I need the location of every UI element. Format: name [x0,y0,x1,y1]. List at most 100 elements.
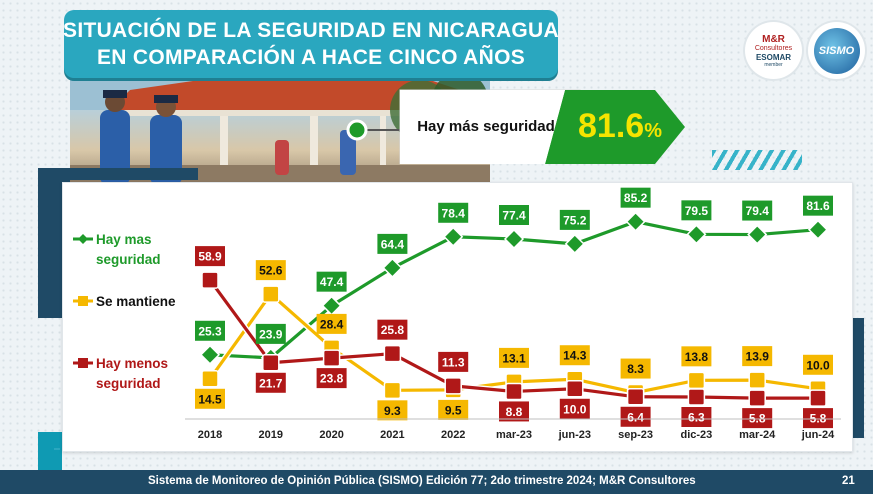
data-label: 14.5 [198,392,222,406]
data-label-box [255,260,286,281]
data-point [505,382,523,401]
x-axis: 2018 2019 2020 2021 2022 mar-23 jun-23 sep-23 di… [185,418,841,441]
data-label-box [195,320,225,341]
data-point [748,389,766,407]
data-point [262,354,280,372]
data-label: 47.4 [320,275,344,289]
data-label: 9.5 [445,403,462,417]
data-label: 13.8 [685,350,709,364]
data-point [444,377,462,395]
data-label: 21.7 [259,376,283,390]
data-labels: 25.3 23.9 47.4 64.4 78.4 77.4 75.2 85.2 79.5 79.4… [195,187,833,429]
data-label-box [620,406,651,427]
data-point [566,380,584,398]
data-label-box [377,233,408,254]
sismo-globe-icon: SISMO [813,27,860,74]
x-tick-label: 2021 [380,429,404,441]
chart-panel: Hay mas seguridad Se mantiene Hay menos segu… [62,182,853,452]
data-label-box [803,195,833,216]
legend-label: Hay mas [96,232,152,247]
legend-label: Se mantiene [96,294,176,309]
chart-legend: Hay mas seguridad Se mantiene Hay menos segu… [73,232,176,391]
data-point [686,224,707,245]
page-title-line1: SITUACIÓN DE LA SEGURIDAD EN NICARAGUA [63,19,559,42]
data-point [687,371,706,390]
data-point [747,224,768,245]
data-point [201,370,219,388]
legend-marker [78,234,88,244]
data-label: 8.8 [506,405,523,419]
data-point [626,388,645,406]
data-point [383,381,402,400]
data-label-box [377,319,408,340]
data-point [443,226,464,247]
data-point [199,344,221,365]
data-label: 58.9 [198,250,222,264]
decor-block [38,432,62,472]
data-point [625,211,646,232]
data-label: 6.4 [627,410,644,424]
mr-consultores-logo: M&R Consultores ESOMAR member [745,22,802,79]
data-label-box [559,209,590,230]
highlight-label: Hay más seguridad [417,118,555,135]
sismo-logo: SISMO [808,22,865,79]
data-label-box [681,346,712,367]
logo-text: M&R [762,33,785,45]
x-tick-label: 2018 [198,429,222,441]
decor-block [38,168,198,180]
highlight-unit: % [644,120,662,142]
x-tick-label: dic-23 [681,429,713,441]
data-point [383,344,402,363]
data-label: 14.3 [563,349,587,363]
data-label-box [195,246,225,267]
highlight-banner [346,89,685,164]
data-label-box [377,400,408,421]
data-label: 79.5 [685,204,709,218]
x-tick-label: sep-23 [618,429,653,441]
logo-text: Consultores [754,44,793,52]
line-chart: Hay mas seguridad Se mantiene Hay menos segu… [73,187,841,441]
data-label: 52.6 [259,264,283,278]
data-label-box [499,347,529,368]
decor-stripes [712,150,802,170]
data-point [201,271,219,289]
data-label: 25.8 [381,323,405,337]
data-label: 10.0 [806,358,830,372]
data-label: 85.2 [624,191,648,205]
legend-marker [78,358,88,368]
data-label-box [681,200,712,221]
x-tick-label: 2019 [259,429,283,441]
series-markers [199,211,829,407]
data-point [382,257,403,278]
data-label-box [742,408,773,429]
data-label: 8.3 [627,362,644,376]
data-point [748,371,766,389]
legend-label: Hay menos [96,356,168,371]
data-label-box [559,398,590,419]
data-label: 23.9 [259,327,283,341]
legend-label: seguridad [96,252,161,267]
data-label-box [681,407,712,427]
data-label: 10.0 [563,402,587,416]
x-tick-label: mar-23 [496,429,532,441]
data-label-box [255,372,286,393]
data-point [322,349,341,367]
data-label-box [742,346,773,367]
data-point [687,388,706,406]
data-label: 23.8 [320,372,344,386]
data-label-box [803,354,833,375]
data-label-box [195,388,225,409]
data-label: 9.3 [384,404,401,418]
data-point [809,389,827,407]
legend-marker [78,296,88,306]
data-label-box [255,323,286,344]
data-label-box [438,399,469,420]
data-label-box [620,187,651,208]
x-tick-label: mar-24 [739,429,776,441]
data-point [564,233,585,254]
highlight-number: 81.6 [578,107,645,145]
data-label: 6.3 [688,411,705,425]
data-label: 25.3 [198,324,222,338]
logo-text: member [764,61,783,68]
data-label-box [438,351,469,372]
